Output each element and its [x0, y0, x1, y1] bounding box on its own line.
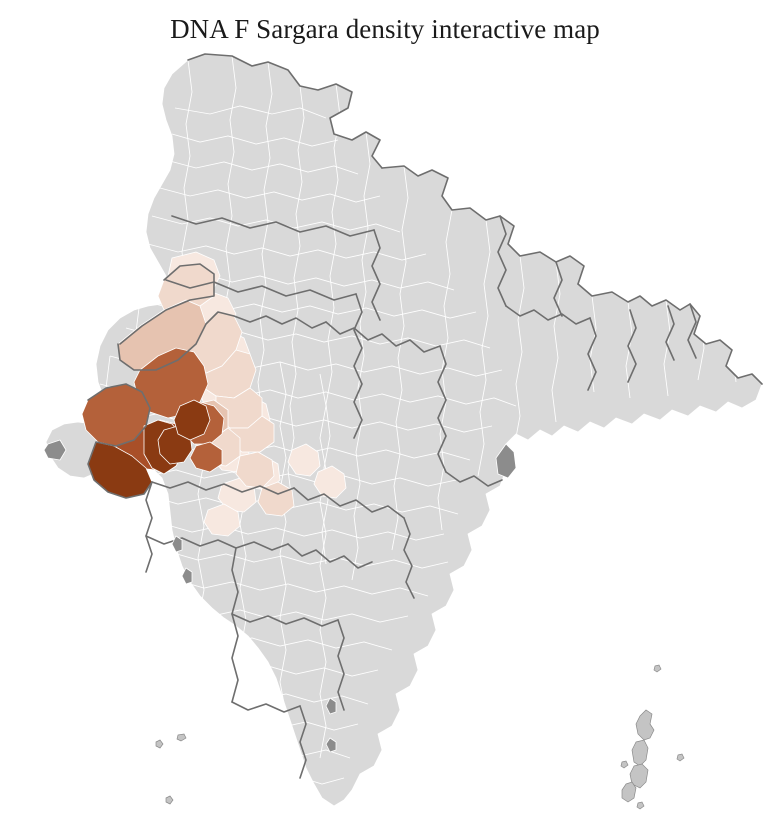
island-andaman-dot-4	[636, 801, 645, 810]
region-mp-ratlam	[235, 451, 275, 489]
island-lakshadweep-2	[176, 733, 187, 742]
state-boundaries	[87, 53, 763, 779]
region-mp-bhopal	[287, 443, 321, 477]
island-andaman-south	[629, 763, 649, 789]
coastal-territories	[43, 439, 517, 753]
map-svg[interactable]	[0, 48, 770, 813]
region-maharashtra-nandurbar	[203, 503, 241, 537]
sliver-daman	[171, 535, 183, 553]
island-andaman-dot-2	[676, 753, 685, 762]
island-andaman-middle	[631, 739, 649, 767]
sliver-sundarbans	[495, 443, 517, 479]
region-udaipur-dark	[173, 399, 211, 441]
island-andaman-dot-3	[620, 760, 629, 769]
india-choropleth-map[interactable]	[0, 48, 770, 813]
island-lakshadweep-1	[155, 739, 164, 749]
region-udaipur-spur	[189, 441, 223, 473]
page-title: DNA F Sargara density interactive map	[170, 14, 600, 44]
region-ajmer	[203, 349, 257, 399]
region-mp-indore	[257, 481, 295, 517]
island-territories	[155, 664, 685, 810]
sliver-kutch-tip	[43, 439, 67, 461]
sliver-pondicherry	[325, 697, 337, 715]
sliver-goa	[181, 567, 193, 585]
island-little-andaman	[621, 781, 637, 803]
choropleth-level-medium-high[interactable]	[81, 347, 225, 473]
sliver-pondicherry-2	[325, 737, 337, 753]
island-lakshadweep-3	[165, 795, 174, 805]
region-mp-sagar	[313, 465, 347, 499]
island-andaman-dot-1	[653, 664, 662, 673]
island-andaman-north	[635, 709, 655, 741]
